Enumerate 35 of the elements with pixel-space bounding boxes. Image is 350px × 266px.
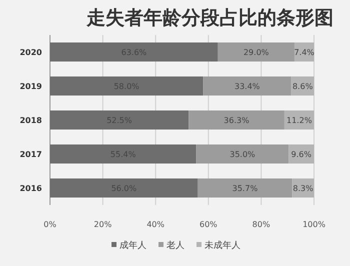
y-tick-label: 2018: [20, 116, 42, 125]
chart-title: 走失者年龄分段占比的条形图: [86, 7, 334, 29]
x-tick-label: 0%: [44, 220, 57, 229]
bar: [203, 76, 292, 96]
bar: [50, 42, 218, 62]
data-label: 8.3%: [292, 184, 314, 193]
y-tick-label: 2017: [20, 150, 42, 159]
x-tick-label: 80%: [252, 220, 270, 229]
x-tick-label: 40%: [146, 220, 165, 229]
x-tick-label: 100%: [302, 220, 326, 229]
bar: [198, 178, 292, 198]
x-tick-label: 20%: [94, 220, 112, 229]
data-label: 35.7%: [232, 184, 258, 193]
y-tick-label: 2016: [20, 184, 42, 193]
data-label: 33.4%: [234, 82, 260, 91]
bar: [196, 144, 289, 164]
legend-label: 成年人: [120, 240, 146, 251]
bar: [50, 76, 204, 96]
y-tick-label: 2019: [20, 82, 42, 91]
bar: [50, 144, 196, 164]
data-label: 11.2%: [286, 116, 312, 125]
bar: [218, 42, 294, 62]
y-tick-label: 2020: [20, 48, 42, 57]
data-label: 35.0%: [230, 150, 256, 159]
legend-label: 老人: [166, 240, 184, 251]
data-label: 36.3%: [224, 116, 250, 125]
bar: [50, 178, 198, 198]
data-label: 7.4%: [294, 48, 315, 57]
bar: [50, 110, 189, 130]
legend-label: 未成年人: [204, 240, 240, 251]
data-label: 9.6%: [291, 150, 312, 159]
data-label: 8.6%: [292, 82, 314, 91]
x-tick-label: 60%: [200, 220, 218, 229]
data-label: 29.0%: [243, 48, 270, 57]
bar: [188, 110, 284, 130]
